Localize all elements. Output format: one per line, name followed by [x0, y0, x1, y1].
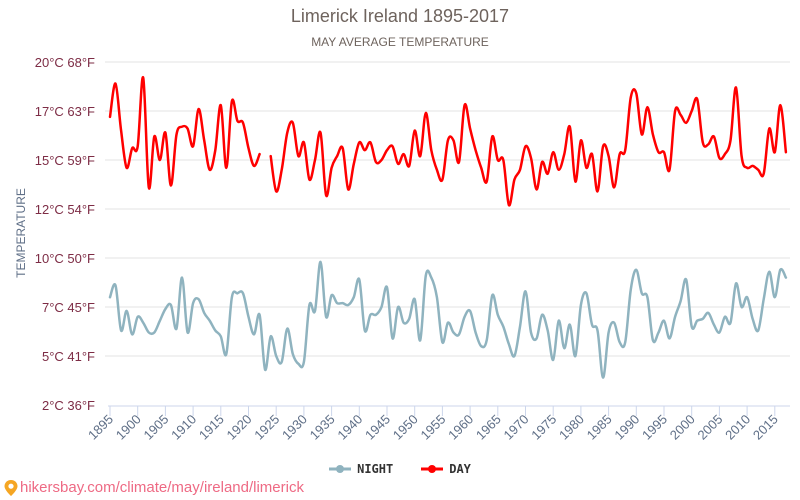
x-tick-label: 1990 [611, 412, 642, 443]
x-tick-label: 1965 [473, 412, 504, 443]
y-tick-label: 17°C 63°F [35, 104, 95, 119]
y-axis-title: TEMPERATURE [14, 188, 28, 278]
x-tick-label: 1985 [584, 412, 615, 443]
x-tick-label: 1920 [224, 412, 255, 443]
series-line-night [108, 260, 788, 379]
x-tick-label: 1960 [445, 412, 476, 443]
x-tick-label: 1995 [639, 412, 670, 443]
series-line-day [108, 76, 261, 190]
map-pin-icon [4, 479, 18, 496]
legend-day-marker-icon [421, 465, 444, 473]
x-tick-label: 1935 [307, 412, 338, 443]
x-tick-label: 1975 [528, 412, 559, 443]
series-night [108, 260, 788, 379]
series-line-day [269, 86, 788, 207]
legend-day-label: DAY [449, 462, 471, 476]
y-tick-label: 7°C 45°F [42, 300, 95, 315]
x-tick-label: 1895 [85, 412, 116, 443]
x-tick-label: 1925 [251, 412, 282, 443]
x-tick-label: 1910 [168, 412, 199, 443]
legend-night-label: NIGHT [357, 462, 394, 476]
footer-url: hikersbay.com/climate/may/ireland/limeri… [20, 479, 304, 496]
legend-item-night[interactable]: NIGHT [329, 462, 393, 476]
x-tick-label: 1955 [417, 412, 448, 443]
x-tick-label: 2000 [667, 412, 698, 443]
y-axis-ticks: 20°C 68°F 17°C 63°F 15°C 59°F 12°C 54°F 10°C… [35, 55, 95, 413]
series-lines [108, 76, 788, 379]
chart-title: Limerick Ireland 1895-2017 [290, 6, 510, 26]
x-tick-label: 1945 [362, 412, 393, 443]
x-tick-label: 1950 [390, 412, 421, 443]
legend-night-marker-icon [329, 465, 352, 473]
x-tick-label: 1970 [501, 412, 532, 443]
chart-plot: 20°C 68°F 17°C 63°F 15°C 59°F 12°C 54°F 10°C… [14, 55, 790, 443]
x-tick-label: 2005 [694, 412, 725, 443]
x-tick-label: 2010 [722, 412, 753, 443]
legend: NIGHT DAY [0, 462, 800, 476]
x-tick-label: 1930 [279, 412, 310, 443]
x-axis: 1895190019051910191519201925193019351940… [85, 405, 790, 443]
y-tick-label: 12°C 54°F [35, 202, 95, 217]
series-day [108, 76, 788, 207]
chart-subtitle: MAY AVERAGE TEMPERATURE [311, 35, 489, 49]
y-tick-label: 5°C 41°F [42, 349, 95, 364]
footer-link[interactable]: hikersbay.com/climate/may/ireland/limeri… [4, 479, 304, 496]
x-tick-label: 1980 [556, 412, 587, 443]
y-tick-label: 15°C 59°F [35, 153, 95, 168]
y-tick-label: 20°C 68°F [35, 55, 95, 70]
y-tick-label: 10°C 50°F [35, 251, 95, 266]
x-tick-label: 1900 [113, 412, 144, 443]
x-tick-label: 2015 [750, 412, 781, 443]
y-tick-label: 2°C 36°F [42, 398, 95, 413]
x-tick-label: 1905 [140, 412, 171, 443]
legend-item-day[interactable]: DAY [421, 462, 471, 476]
x-tick-label: 1915 [196, 412, 227, 443]
gridlines [105, 61, 790, 357]
x-tick-label: 1940 [334, 412, 365, 443]
